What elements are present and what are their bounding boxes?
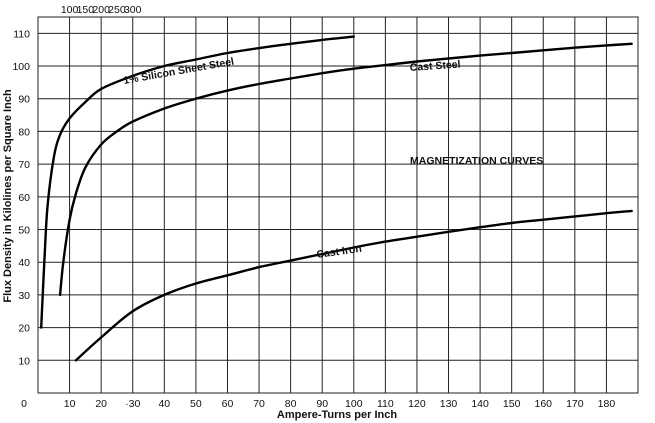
x-tick-label: 40 (158, 398, 170, 410)
top-axis-tick-label: 150 (77, 4, 95, 16)
y-axis-label: Flux Density in Kilolines per Square Inc… (2, 89, 14, 303)
x-tick-label: 130 (440, 398, 458, 410)
x-tick-label: 160 (534, 398, 552, 410)
x-tick-label: 50 (190, 398, 202, 410)
y-tick-label: 80 (18, 126, 30, 138)
y-tick-label: 30 (18, 290, 30, 302)
curve-silicon-sheet-steel (40, 35, 355, 329)
x-tick-label: 120 (408, 398, 426, 410)
x-tick-label: 110 (377, 398, 394, 410)
x-tick-label: 150 (503, 398, 521, 410)
y-tick-label: 70 (18, 159, 30, 171)
plot-border (37, 16, 639, 394)
top-axis-tick-label: 100 (61, 4, 79, 16)
y-tick-label: 40 (18, 257, 30, 269)
x-tick-label: ·30 (125, 398, 140, 410)
y-tick-label: 20 (18, 323, 30, 335)
chart-annotation-title: MAGNETIZATION CURVES (410, 155, 543, 167)
x-tick-label: 100 (345, 398, 363, 410)
x-axis-label: Ampere-Turns per Inch (277, 409, 397, 421)
y-tick-label: 10 (18, 355, 30, 367)
x-tick-label: 180 (598, 398, 616, 410)
axes: 10 20·30 40 50 60 70 80 90 100 110 120 130 140 150 160… (12, 4, 615, 410)
x-tick-label: 10 (64, 398, 76, 410)
origin-tick-label: 0 (21, 398, 27, 410)
y-tick-label: 60 (18, 192, 30, 204)
x-tick-label: 20 (95, 398, 107, 410)
top-axis-tick-label: 300 (124, 4, 142, 16)
x-tick-label: 70 (253, 398, 265, 410)
y-tick-label: 50 (18, 225, 30, 237)
top-axis-tick-label: 200 (92, 4, 110, 16)
series-label-silicon-steel: 1% Silicon Sheet Steel (122, 56, 235, 87)
x-tick-label: 60 (222, 398, 234, 410)
y-tick-label: 110 (13, 28, 30, 40)
curve-cast-steel (58, 42, 633, 297)
curves (40, 35, 633, 362)
grid-lines (37, 16, 639, 394)
y-tick-label: 100 (12, 61, 30, 73)
y-tick-label: 90 (18, 94, 30, 106)
x-tick-label: 170 (566, 398, 584, 410)
series-label-cast-iron: Cast Iron (316, 243, 363, 261)
curve-cast-iron (74, 209, 633, 362)
top-axis-tick-label: 250 (108, 4, 126, 16)
series-label-cast-steel: Cast Steel (409, 58, 461, 74)
x-tick-label: 140 (471, 398, 489, 410)
x-tick-label: 90 (316, 398, 328, 410)
x-tick-label: 80 (285, 398, 297, 410)
